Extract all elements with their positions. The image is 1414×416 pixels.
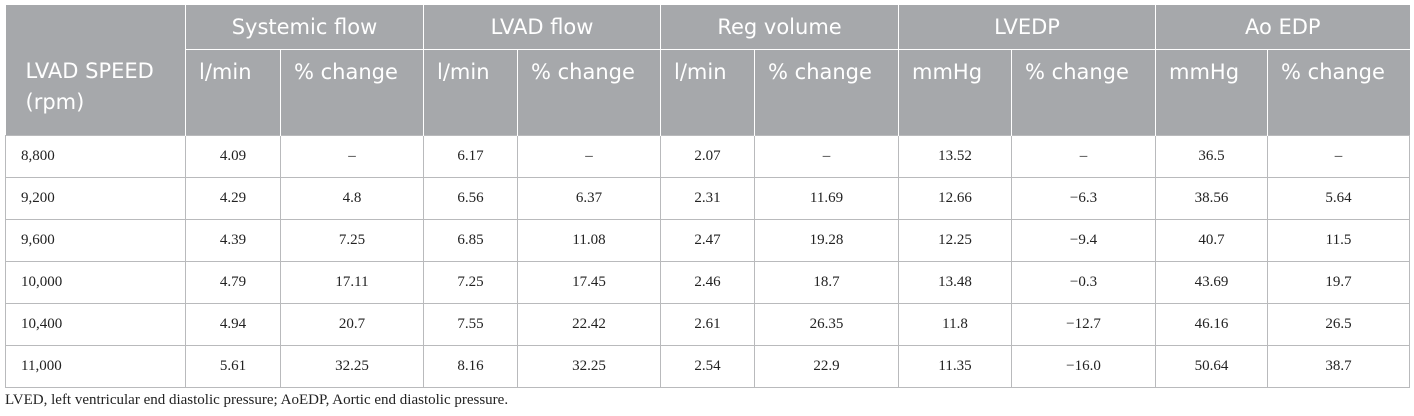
value-cell: 18.7 — [754, 261, 900, 304]
value-cell: 12.25 — [898, 219, 1013, 262]
value-cell: 17.45 — [516, 261, 662, 304]
value-cell: 32.25 — [280, 345, 424, 388]
header-unit: mmHg — [1155, 49, 1268, 136]
header-first: LVAD SPEED (rpm) — [5, 49, 186, 136]
value-cell: 7.25 — [280, 219, 424, 262]
table-container: Systemic flow LVAD flow Reg volume LVEDP Ao … — [5, 5, 1411, 388]
value-cell: 13.48 — [898, 261, 1013, 304]
value-cell: 20.7 — [280, 303, 424, 346]
table-header: Systemic flow LVAD flow Reg volume LVEDP Ao … — [5, 5, 1410, 136]
value-cell: 4.29 — [185, 177, 281, 220]
speed-cell: 9,600 — [5, 219, 186, 262]
table-body: 8,800 4.09–6.17–2.07–13.52–36.5–9,200 4.29… — [5, 135, 1411, 388]
value-cell: 40.7 — [1155, 219, 1269, 262]
value-cell: 2.61 — [660, 303, 756, 346]
footnote: LVED, left ventricular end diastolic pre… — [5, 392, 509, 408]
value-cell: 22.9 — [754, 345, 900, 388]
header-unit: % change — [1011, 49, 1156, 136]
header-unit-row: LVAD SPEED (rpm) l/min% change l/min% cha… — [5, 49, 1410, 136]
header-group-row: Systemic flow LVAD flow Reg volume LVEDP Ao … — [5, 5, 1410, 50]
value-cell: – — [1267, 135, 1411, 178]
value-cell: 8.16 — [423, 345, 518, 388]
header-unit: % change — [516, 49, 661, 136]
value-cell: 38.7 — [1267, 345, 1411, 388]
header-group: Reg volume — [660, 5, 899, 50]
table-row: 8,800 4.09–6.17–2.07–13.52–36.5– — [5, 135, 1411, 178]
header-unit: mmHg — [898, 49, 1012, 136]
value-cell: 4.39 — [185, 219, 281, 262]
header-unit: % change — [754, 49, 899, 136]
table-row: 9,600 4.39 7.25 6.85 11.08 2.47 19.28 12.25 −9.4… — [5, 219, 1411, 262]
value-cell: 38.56 — [1155, 177, 1269, 220]
data-table: Systemic flow LVAD flow Reg volume LVEDP Ao … — [5, 5, 1411, 388]
value-cell: 5.61 — [185, 345, 281, 388]
header-group: LVEDP — [898, 5, 1156, 50]
value-cell: 26.35 — [754, 303, 900, 346]
header-unit: l/min — [185, 49, 281, 136]
value-cell: 6.56 — [423, 177, 518, 220]
value-cell: 2.31 — [660, 177, 756, 220]
value-cell: 11.35 — [898, 345, 1013, 388]
value-cell: 5.64 — [1267, 177, 1411, 220]
speed-cell: 11,000 — [5, 345, 186, 388]
value-cell: 19.7 — [1267, 261, 1411, 304]
value-cell: 11.5 — [1267, 219, 1411, 262]
value-cell: −16.0 — [1011, 345, 1157, 388]
value-cell: 36.5 — [1155, 135, 1269, 178]
table-row: 10,400 4.94 20.7 7.55 22.42 2.61 26.35 11.8 −12.… — [5, 303, 1411, 346]
value-cell: 2.47 — [660, 219, 756, 262]
header-empty — [5, 5, 186, 50]
value-cell: 4.8 — [280, 177, 424, 220]
speed-cell: 9,200 — [5, 177, 186, 220]
header-group: Systemic flow — [185, 5, 424, 50]
value-cell: 11.08 — [516, 219, 662, 262]
value-cell: – — [516, 135, 662, 178]
speed-cell: 10,400 — [5, 303, 186, 346]
value-cell: 7.25 — [423, 261, 518, 304]
table-row: 9,200 4.29 4.8 6.56 6.37 2.31 11.69 12.66 −6.3 38… — [5, 177, 1411, 220]
value-cell: 12.66 — [898, 177, 1013, 220]
value-cell: 11.8 — [898, 303, 1013, 346]
value-cell: 2.07 — [660, 135, 756, 178]
speed-cell: 8,800 — [5, 135, 186, 178]
value-cell: −0.3 — [1011, 261, 1157, 304]
value-cell: 46.16 — [1155, 303, 1269, 346]
value-cell: – — [1011, 135, 1157, 178]
value-cell: 32.25 — [516, 345, 662, 388]
header-unit: % change — [280, 49, 424, 136]
value-cell: 43.69 — [1155, 261, 1269, 304]
value-cell: 2.54 — [660, 345, 756, 388]
header-group: LVAD flow — [422, 5, 661, 50]
value-cell: 2.46 — [660, 261, 756, 304]
value-cell: 13.52 — [898, 135, 1013, 178]
header-unit: l/min — [660, 49, 755, 136]
value-cell: 50.64 — [1155, 345, 1269, 388]
value-cell: 4.09 — [185, 135, 281, 178]
header-group: Ao EDP — [1155, 5, 1410, 50]
header-unit: l/min — [423, 49, 518, 136]
value-cell: −6.3 — [1011, 177, 1157, 220]
value-cell: 17.11 — [280, 261, 424, 304]
value-cell: 6.17 — [423, 135, 518, 178]
value-cell: −12.7 — [1011, 303, 1157, 346]
value-cell: 22.42 — [516, 303, 662, 346]
value-cell: 11.69 — [754, 177, 900, 220]
value-cell: 19.28 — [754, 219, 900, 262]
value-cell: – — [280, 135, 424, 178]
value-cell: 4.94 — [185, 303, 281, 346]
speed-cell: 10,000 — [5, 261, 186, 304]
value-cell: 7.55 — [423, 303, 518, 346]
table-row: 11,000 5.61 32.25 8.16 32.25 2.54 22.9 11.35 −16… — [5, 345, 1411, 388]
table-row: 10,000 4.79 17.11 7.25 17.45 2.46 18.7 13.48 −0.… — [5, 261, 1411, 304]
value-cell: – — [754, 135, 900, 178]
header-unit: % change — [1267, 49, 1410, 136]
value-cell: −9.4 — [1011, 219, 1157, 262]
value-cell: 6.85 — [423, 219, 518, 262]
value-cell: 6.37 — [516, 177, 662, 220]
value-cell: 26.5 — [1267, 303, 1411, 346]
value-cell: 4.79 — [185, 261, 281, 304]
